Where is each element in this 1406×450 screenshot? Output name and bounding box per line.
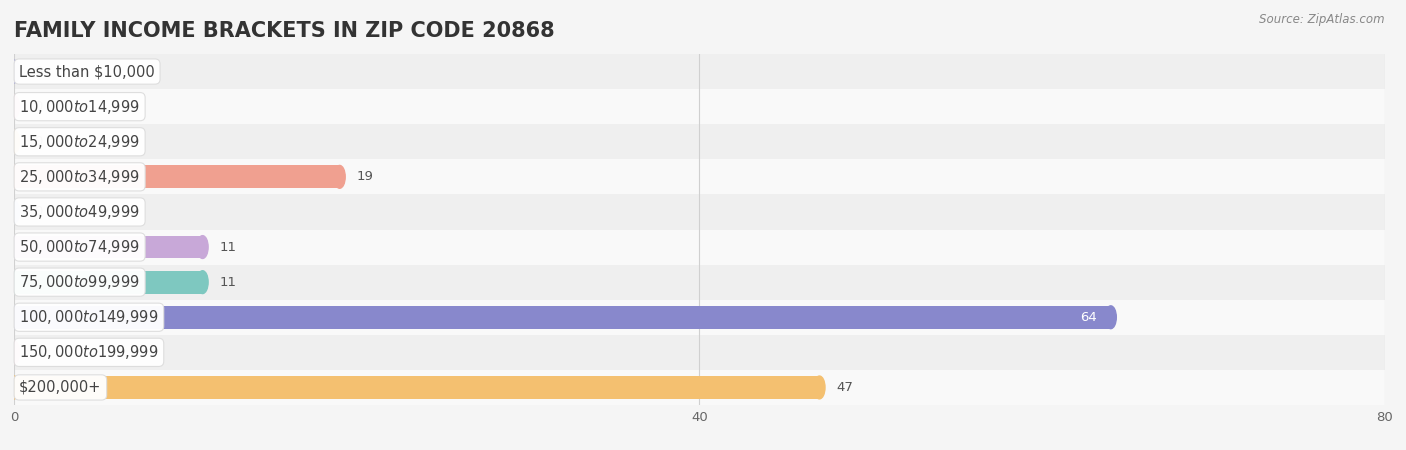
Bar	[0, 335, 1406, 370]
Circle shape	[814, 376, 825, 399]
Circle shape	[197, 236, 208, 258]
Text: 0: 0	[35, 206, 44, 218]
Circle shape	[8, 306, 20, 328]
Text: Source: ZipAtlas.com: Source: ZipAtlas.com	[1260, 14, 1385, 27]
Bar	[14, 236, 202, 258]
Text: 19: 19	[357, 171, 374, 183]
Circle shape	[8, 166, 20, 188]
Text: $200,000+: $200,000+	[20, 380, 101, 395]
Bar	[0, 159, 1406, 194]
Bar	[0, 265, 1406, 300]
Bar	[0, 54, 1406, 89]
Circle shape	[1105, 306, 1116, 328]
Text: $150,000 to $199,999: $150,000 to $199,999	[20, 343, 159, 361]
Text: $10,000 to $14,999: $10,000 to $14,999	[20, 98, 141, 116]
Circle shape	[8, 130, 20, 153]
Bar	[14, 166, 340, 188]
Text: 64: 64	[1080, 311, 1097, 324]
Circle shape	[197, 271, 208, 293]
Circle shape	[8, 201, 20, 223]
Text: 0: 0	[35, 135, 44, 148]
Bar	[14, 376, 820, 399]
Bar	[0, 300, 1406, 335]
Text: 47: 47	[837, 381, 853, 394]
Text: FAMILY INCOME BRACKETS IN ZIP CODE 20868: FAMILY INCOME BRACKETS IN ZIP CODE 20868	[14, 21, 555, 41]
Circle shape	[8, 236, 20, 258]
Circle shape	[8, 95, 20, 118]
Text: $100,000 to $149,999: $100,000 to $149,999	[20, 308, 159, 326]
Circle shape	[335, 166, 346, 188]
Bar	[0, 370, 1406, 405]
Text: $35,000 to $49,999: $35,000 to $49,999	[20, 203, 141, 221]
Bar	[0, 194, 1406, 230]
Text: 11: 11	[219, 241, 236, 253]
Bar	[0, 124, 1406, 159]
Text: $15,000 to $24,999: $15,000 to $24,999	[20, 133, 141, 151]
Bar	[14, 271, 202, 293]
Circle shape	[8, 341, 20, 364]
Circle shape	[8, 271, 20, 293]
Bar	[0, 89, 1406, 124]
Text: 11: 11	[219, 276, 236, 288]
Text: 0: 0	[35, 100, 44, 113]
Text: $50,000 to $74,999: $50,000 to $74,999	[20, 238, 141, 256]
Bar	[14, 306, 1111, 328]
Text: Less than $10,000: Less than $10,000	[20, 64, 155, 79]
Circle shape	[8, 60, 20, 83]
Text: 0: 0	[35, 346, 44, 359]
Bar	[0, 230, 1406, 265]
Text: $25,000 to $34,999: $25,000 to $34,999	[20, 168, 141, 186]
Circle shape	[8, 376, 20, 399]
Text: 0: 0	[35, 65, 44, 78]
Text: $75,000 to $99,999: $75,000 to $99,999	[20, 273, 141, 291]
